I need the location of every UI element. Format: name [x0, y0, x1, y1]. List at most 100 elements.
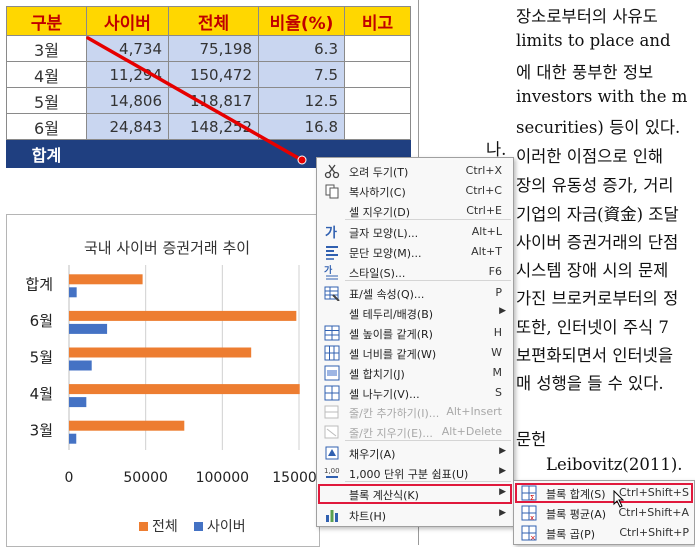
row-label[interactable]: 5월 — [6, 87, 87, 114]
menu-item-6[interactable]: 가 스타일(S)... F6 — [318, 262, 512, 282]
bar-total[interactable] — [69, 420, 185, 431]
merge-cells-icon — [324, 365, 340, 381]
menu-item-17[interactable]: 블록 계산식(K) ▶ — [318, 484, 512, 504]
header-category[interactable]: 구분 — [6, 6, 87, 36]
equal-height-icon — [324, 325, 340, 341]
menu-item-10[interactable]: 셀 너비를 같게(W) W — [318, 343, 512, 363]
cell-ratio[interactable]: 7.5 — [258, 61, 345, 88]
menu-item-4[interactable]: 가 글자 모양(L)... Alt+L — [318, 222, 512, 242]
chart-title: 국내 사이버 증권거래 추이 — [84, 239, 250, 257]
cell-cyber[interactable]: 4,734 — [86, 35, 169, 62]
cell-cyber[interactable]: 24,843 — [86, 113, 169, 140]
equal-width-icon — [324, 345, 340, 361]
bar-cyber[interactable] — [69, 323, 108, 334]
bar-total[interactable] — [69, 384, 300, 395]
context-menu: 오려 두기(T) Ctrl+X 복사하기(C) Ctrl+C 셀 지우기(D) Ctrl+… — [316, 157, 514, 527]
header-memo[interactable]: 비고 — [344, 6, 411, 36]
menu-separator — [345, 219, 511, 220]
cell-ratio[interactable]: 16.8 — [258, 113, 345, 140]
bar-cyber[interactable] — [69, 287, 77, 298]
chart-container[interactable]: 국내 사이버 증권거래 추이 3월 4월 5월 6월 합계 0 50000 100000 15… — [6, 214, 320, 547]
menu-item-3[interactable]: 셀 지우기(D) Ctrl+E — [318, 201, 512, 221]
table-props-icon — [324, 286, 340, 301]
menu-item-12[interactable]: 셀 나누기(V)... S — [318, 383, 512, 403]
menu-item-label: 스타일(S)... — [349, 267, 406, 280]
menu-item-7[interactable]: 표/셀 속성(Q)... P — [318, 283, 512, 303]
document-line: 장의 유동성 증가, 거리 — [516, 176, 674, 195]
row-label[interactable]: 3월 — [6, 35, 87, 62]
bar-total[interactable] — [69, 347, 252, 358]
cell-total[interactable]: 118,817 — [168, 87, 259, 114]
table-row: 5월 14,806 118,817 12.5 — [6, 87, 411, 114]
cell-ratio[interactable]: 6.3 — [258, 35, 345, 62]
menu-item-shortcut: Alt+Insert — [446, 405, 502, 418]
submenu-arrow-icon: ▶ — [499, 446, 506, 456]
cell-memo[interactable] — [344, 61, 411, 88]
submenu-item-1[interactable]: Σ 블록 합계(S) Ctrl+Shift+S — [515, 483, 693, 503]
menu-item-9[interactable]: 셀 높이를 같게(R) H — [318, 323, 512, 343]
cell-total[interactable]: 148,252 — [168, 113, 259, 140]
menu-item-label: 줄/칸 지우기(E)... — [349, 427, 433, 440]
menu-item-11[interactable]: 셀 합치기(J) M — [318, 363, 512, 383]
menu-item-shortcut: W — [491, 346, 502, 359]
split-cells-icon — [324, 385, 340, 401]
menu-item-label: 셀 너비를 같게(W) — [349, 348, 437, 361]
total-total-cell[interactable] — [168, 139, 259, 168]
menu-item-16[interactable]: 1,000 1,000 단위 구분 쉼표(U) ▶ — [318, 463, 512, 483]
submenu-item-3[interactable]: × 블록 곱(P) Ctrl+Shift+P — [515, 523, 693, 543]
table-header-row: 구분 사이버 전체 비율(%) 비고 — [6, 6, 411, 36]
document-line: 에 대한 풍부한 정보 — [516, 63, 654, 82]
fill-icon — [325, 446, 339, 460]
total-cyber-cell[interactable] — [86, 139, 169, 168]
bar-total[interactable] — [69, 310, 297, 321]
menu-item-label: 셀 테두리/배경(B) — [349, 308, 434, 321]
menu-item-2[interactable]: 복사하기(C) Ctrl+C — [318, 181, 512, 201]
menu-item-label: 오려 두기(T) — [349, 166, 409, 179]
cell-cyber[interactable]: 11,294 — [86, 61, 169, 88]
submenu-item-2[interactable]: x 블록 평균(A) Ctrl+Shift+A — [515, 503, 693, 523]
bar-cyber[interactable] — [69, 360, 92, 371]
menu-item-shortcut: Alt+L — [471, 225, 502, 238]
menu-item-label: 표/셀 속성(Q)... — [349, 288, 425, 301]
block-formula-submenu: Σ 블록 합계(S) Ctrl+Shift+S x 블록 평균(A) Ctrl+Shift… — [513, 480, 695, 545]
submenu-item-label: 블록 합계(S) — [546, 488, 606, 501]
row-label[interactable]: 4월 — [6, 61, 87, 88]
header-cyber[interactable]: 사이버 — [86, 6, 169, 36]
menu-item-shortcut: M — [492, 366, 503, 379]
document-line: 매 성행을 들 수 있다. — [516, 374, 664, 393]
cell-ratio[interactable]: 12.5 — [258, 87, 345, 114]
mouse-cursor-icon — [613, 490, 625, 508]
header-total[interactable]: 전체 — [168, 6, 259, 36]
cell-total[interactable]: 150,472 — [168, 61, 259, 88]
menu-item-15[interactable]: 채우기(A) ▶ — [318, 443, 512, 463]
menu-item-1[interactable]: 오려 두기(T) Ctrl+X — [318, 161, 512, 181]
cell-memo[interactable] — [344, 113, 411, 140]
svg-text:×: × — [530, 534, 536, 541]
bar-cyber[interactable] — [69, 397, 87, 408]
menu-item-shortcut: P — [495, 286, 502, 299]
menu-item-shortcut: Ctrl+E — [466, 204, 502, 217]
cell-memo[interactable] — [344, 87, 411, 114]
menu-item-shortcut: Alt+T — [471, 245, 502, 258]
bar-total[interactable] — [69, 274, 143, 285]
menu-item-label: 셀 높이를 같게(R) — [349, 328, 433, 341]
submenu-item-shortcut: Ctrl+Shift+S — [619, 486, 689, 499]
cell-cyber[interactable]: 14,806 — [86, 87, 169, 114]
menu-item-5[interactable]: 문단 모양(M)... Alt+T — [318, 242, 512, 262]
header-ratio[interactable]: 비율(%) — [258, 6, 345, 36]
scissors-icon — [324, 164, 340, 179]
menu-item-18[interactable]: 차트(H) ▶ — [318, 505, 512, 525]
document-line: 또한, 인터넷이 주식 7 — [516, 318, 669, 337]
row-label[interactable]: 6월 — [6, 113, 87, 140]
chart-icon — [326, 510, 338, 522]
cell-memo[interactable] — [344, 35, 411, 62]
menu-item-label: 셀 지우기(D) — [349, 206, 411, 219]
submenu-arrow-icon: ▶ — [499, 487, 506, 497]
bar-cyber[interactable] — [69, 433, 77, 444]
total-label[interactable]: 합계 — [6, 139, 87, 168]
x-tick-label: 50000 — [123, 470, 168, 486]
document-line: 시스템 장애 시의 문제 — [516, 261, 669, 280]
menu-item-8[interactable]: 셀 테두리/배경(B) ▶ — [318, 303, 512, 323]
legend-label-cyber: 사이버 — [207, 519, 246, 535]
cell-total[interactable]: 75,198 — [168, 35, 259, 62]
